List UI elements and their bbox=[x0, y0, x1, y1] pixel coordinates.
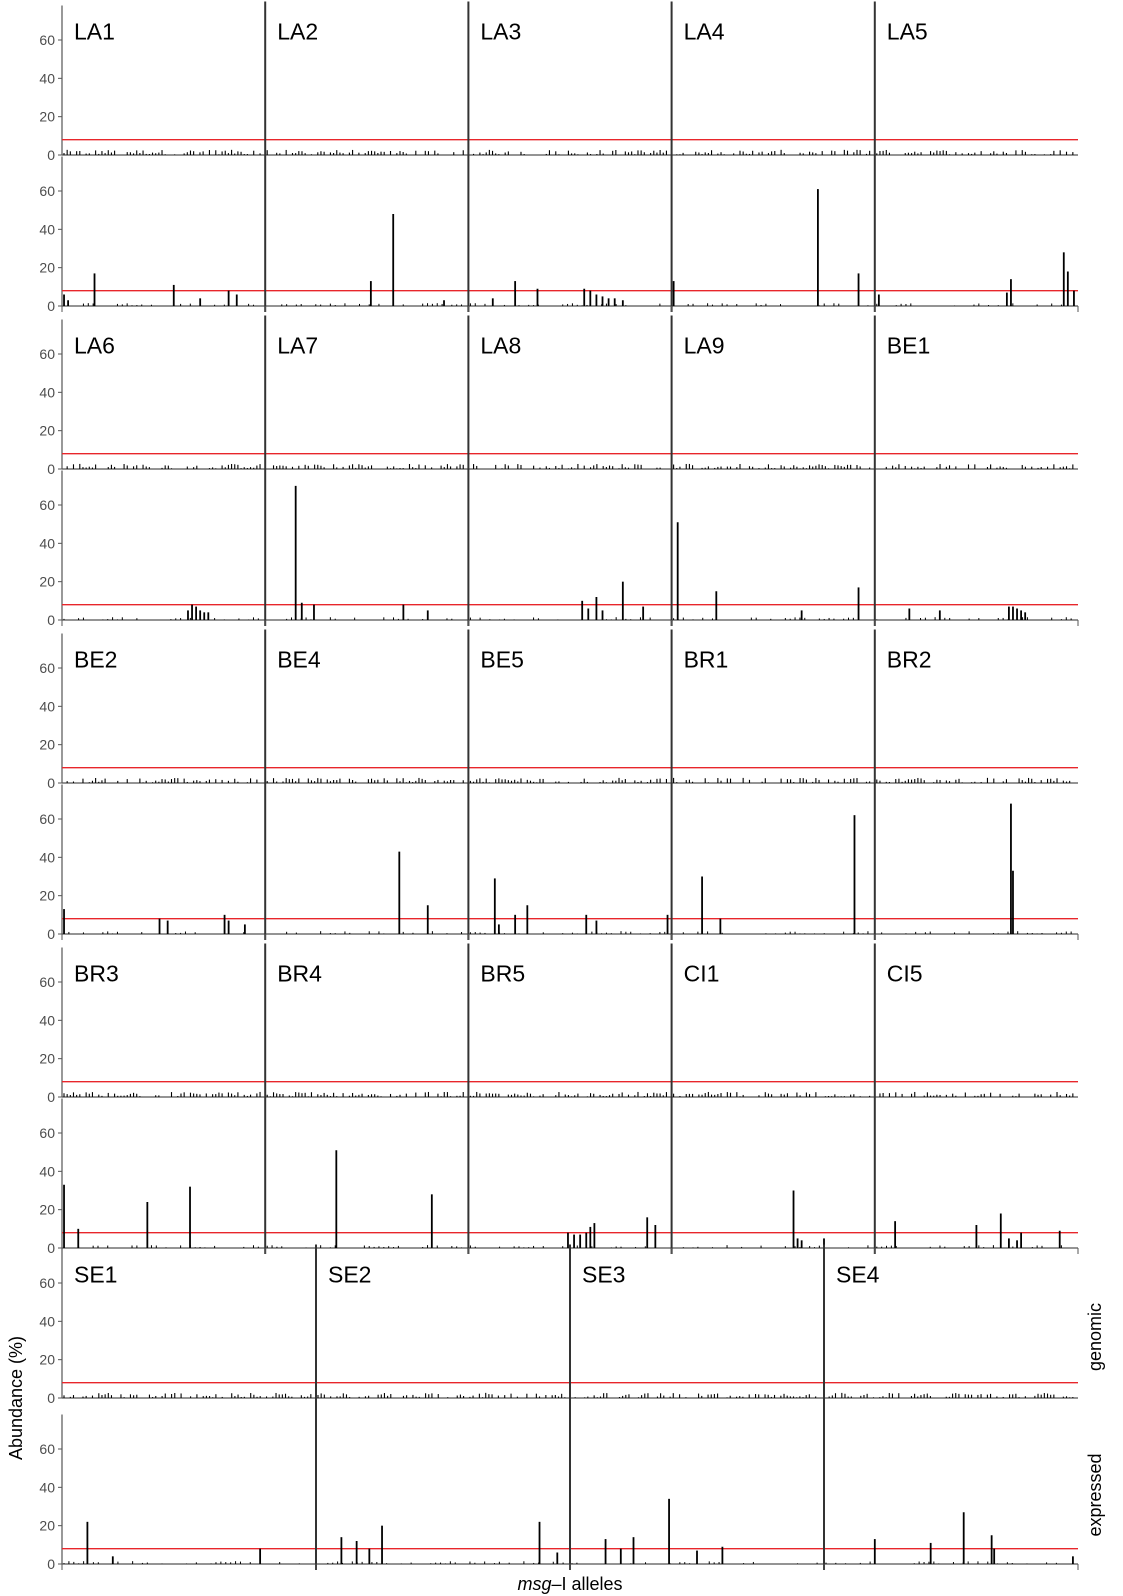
panel-label: LA4 bbox=[684, 19, 725, 45]
y-tick-label: 20 bbox=[39, 737, 55, 753]
panel-label: BR1 bbox=[684, 647, 729, 673]
y-tick-label: 40 bbox=[39, 221, 55, 237]
panel-label: BR3 bbox=[74, 961, 119, 987]
y-tick-label: 20 bbox=[39, 1051, 55, 1067]
panel-label: SE2 bbox=[328, 1262, 371, 1288]
panel-label: SE1 bbox=[74, 1262, 117, 1288]
panel-label: LA9 bbox=[684, 333, 725, 359]
panel-label: LA7 bbox=[277, 333, 318, 359]
y-tick-label: 20 bbox=[39, 109, 55, 125]
y-tick-label: 60 bbox=[39, 1275, 55, 1291]
panel-grid: 0 20 40 60 0 20 40 60 LA1 LA2 LA3 LA4 LA5 0 20 40 60 0 20 4… bbox=[39, 1, 1079, 1572]
y-tick-label: 20 bbox=[39, 574, 55, 590]
y-tick-label: 60 bbox=[39, 1441, 55, 1457]
y-tick-label: 0 bbox=[47, 1089, 55, 1105]
y-tick-label: 20 bbox=[39, 1518, 55, 1534]
y-tick-label: 40 bbox=[39, 849, 55, 865]
y-tick-label: 60 bbox=[39, 1125, 55, 1141]
y-tick-label: 40 bbox=[39, 1313, 55, 1329]
y-tick-label: 40 bbox=[39, 1163, 55, 1179]
panel-row: 0 20 40 60 0 20 40 60 BE2 BE4 BE5 BR1 BR2 bbox=[39, 629, 1079, 942]
panel-row: 0 20 40 60 0 20 40 60 LA1 LA2 LA3 LA4 LA5 bbox=[39, 1, 1079, 314]
panel-row: 0 20 40 60 0 20 40 60 LA6 LA7 LA8 LA9 BE1 bbox=[39, 315, 1079, 628]
panel-label: LA1 bbox=[74, 19, 115, 45]
panel-label: SE4 bbox=[836, 1262, 880, 1288]
x-axis-title-rest: –I alleles bbox=[551, 1574, 622, 1594]
facet-strip-expressed: expressed bbox=[1085, 1453, 1105, 1536]
panel-label: CI5 bbox=[887, 961, 923, 987]
y-tick-label: 20 bbox=[39, 1202, 55, 1218]
panel-label: BR5 bbox=[480, 961, 525, 987]
y-tick-label: 60 bbox=[39, 32, 55, 48]
x-axis-title: msg–I alleles bbox=[517, 1574, 622, 1594]
panel-label: BE4 bbox=[277, 647, 321, 673]
panel-label: BR4 bbox=[277, 961, 322, 987]
y-tick-label: 60 bbox=[39, 346, 55, 362]
y-tick-label: 60 bbox=[39, 660, 55, 676]
y-tick-label: 0 bbox=[47, 1240, 55, 1256]
y-tick-label: 20 bbox=[39, 260, 55, 276]
y-tick-label: 40 bbox=[39, 1012, 55, 1028]
y-tick-label: 60 bbox=[39, 497, 55, 513]
panel-label: BE1 bbox=[887, 333, 930, 359]
y-axis-title: Abundance (%) bbox=[6, 1336, 26, 1460]
panel-label: LA8 bbox=[480, 333, 521, 359]
panel-label: BR2 bbox=[887, 647, 932, 673]
panel-label: LA2 bbox=[277, 19, 318, 45]
panel-label: LA5 bbox=[887, 19, 928, 45]
panel-label: SE3 bbox=[582, 1262, 625, 1288]
y-tick-label: 20 bbox=[39, 888, 55, 904]
y-tick-label: 40 bbox=[39, 698, 55, 714]
y-tick-label: 0 bbox=[47, 298, 55, 314]
panel-label: CI1 bbox=[684, 961, 720, 987]
panel-row: 0 20 40 60 0 20 40 60 BR3 BR4 BR5 CI1 CI5 bbox=[39, 943, 1079, 1256]
y-tick-label: 60 bbox=[39, 811, 55, 827]
panel-label: LA3 bbox=[480, 19, 521, 45]
panel-label: BE5 bbox=[480, 647, 523, 673]
y-tick-label: 40 bbox=[39, 384, 55, 400]
y-tick-label: 60 bbox=[39, 974, 55, 990]
y-tick-label: 0 bbox=[47, 775, 55, 791]
y-tick-label: 0 bbox=[47, 461, 55, 477]
y-tick-label: 60 bbox=[39, 183, 55, 199]
x-axis-title-italic: msg bbox=[517, 1574, 551, 1594]
y-tick-label: 0 bbox=[47, 612, 55, 628]
panel-row: 0 20 40 60 0 20 40 60 SE1 SE2 SE3 SE4 bbox=[39, 1244, 1079, 1572]
facet-strip-genomic: genomic bbox=[1085, 1303, 1105, 1371]
y-tick-label: 40 bbox=[39, 70, 55, 86]
y-tick-label: 20 bbox=[39, 1352, 55, 1368]
y-tick-label: 40 bbox=[39, 535, 55, 551]
y-tick-label: 20 bbox=[39, 423, 55, 439]
y-tick-label: 0 bbox=[47, 926, 55, 942]
y-tick-label: 0 bbox=[47, 147, 55, 163]
y-tick-label: 0 bbox=[47, 1390, 55, 1406]
y-tick-label: 0 bbox=[47, 1556, 55, 1572]
panel-label: BE2 bbox=[74, 647, 117, 673]
y-tick-label: 40 bbox=[39, 1479, 55, 1495]
panel-label: LA6 bbox=[74, 333, 115, 359]
